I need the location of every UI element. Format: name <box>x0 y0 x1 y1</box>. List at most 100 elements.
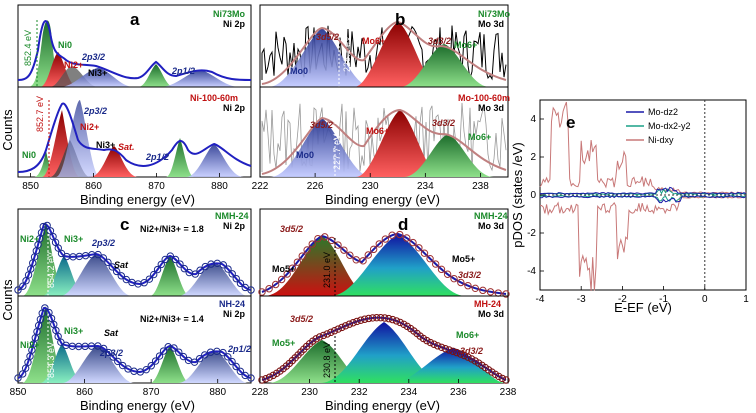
d-top-spectrum: Mo 3d <box>478 221 504 231</box>
b-top-sample: Ni73Mo <box>478 9 511 19</box>
x-tick-label: 226 <box>307 181 324 192</box>
data-point <box>191 270 199 278</box>
x-tick-label: 222 <box>252 181 269 192</box>
data-point <box>155 352 164 360</box>
b-bot-be-annotation: 227.7 eV <box>332 134 342 170</box>
data-point <box>39 222 47 231</box>
x-tick-label: -2 <box>618 294 627 305</box>
a-top-ni3: Ni3+ <box>88 68 107 78</box>
data-point <box>298 252 306 260</box>
data-point <box>323 330 331 338</box>
data-point <box>437 265 446 274</box>
data-point <box>195 354 204 363</box>
counts-label-cd: Counts <box>0 279 15 321</box>
data-point <box>471 284 480 293</box>
panel-c: 854.2 eV c Ni2+/Ni3+ = 1.8 NMH-24 Ni 2p … <box>10 208 255 413</box>
data-point <box>420 249 429 257</box>
data-point <box>14 286 22 294</box>
data-point <box>247 374 255 382</box>
data-point <box>99 344 108 353</box>
data-point <box>258 288 266 296</box>
b-bot-sample: Mo-100-60m <box>458 93 510 103</box>
data-point <box>247 286 255 294</box>
x-tick-label: 238 <box>500 387 517 398</box>
legend-ni-dxy: Ni-dxy <box>648 135 674 145</box>
y-tick-label: 0 <box>530 190 536 201</box>
data-point <box>359 257 367 265</box>
data-point <box>236 279 245 288</box>
data-point <box>495 372 503 381</box>
2p12-sat-peak <box>178 262 248 296</box>
panel-b-label: b <box>395 10 405 29</box>
data-point <box>104 258 112 267</box>
mo6-3d52-peak <box>354 22 440 87</box>
data-point <box>159 347 168 355</box>
a-top-2p12: 2p1/2 <box>171 66 195 76</box>
data-point <box>441 344 450 353</box>
data-point <box>314 234 322 243</box>
data-point <box>117 272 125 280</box>
data-point <box>171 255 180 264</box>
d-bot-sample: MH-24 <box>474 299 501 309</box>
b-bot-spectrum: Mo 3d <box>478 103 504 113</box>
b-bot-3d32: 3d3/2 <box>432 118 455 128</box>
data-point <box>498 374 506 383</box>
panel-a-bottom-peaks <box>17 100 252 177</box>
data-point <box>94 250 102 259</box>
data-point <box>228 357 236 366</box>
data-point <box>388 231 396 239</box>
c-bot-ni3: Ni3+ <box>64 326 83 336</box>
data-point <box>369 245 378 254</box>
envelope-line <box>17 102 252 173</box>
c-bot-ni2: Ni2+ <box>20 340 39 350</box>
envelope-line <box>17 19 252 81</box>
panel-d-x-ticks: 228 230 232 234 236 238 <box>252 379 517 398</box>
panel-e-ylabel: pDOS (states /eV) <box>510 142 525 247</box>
data-points <box>258 313 510 384</box>
data-point <box>142 365 150 374</box>
data-point <box>228 270 236 278</box>
data-point <box>430 340 438 348</box>
data-point <box>457 278 465 287</box>
d-bot-3d52: 3d5/2 <box>290 314 313 324</box>
data-point <box>502 290 510 298</box>
data-point <box>341 322 350 330</box>
sat-peak <box>60 254 132 296</box>
ni0-peak <box>28 20 66 87</box>
data-point <box>467 355 476 363</box>
data-point <box>108 263 116 271</box>
c-bot-spectrum: Ni 2p <box>223 309 246 319</box>
x-tick-label: 880 <box>209 387 226 398</box>
x-tick-label: 232 <box>351 387 368 398</box>
data-point <box>381 235 390 243</box>
b-top-be-annotation: 228.1 eV <box>342 36 352 72</box>
data-point <box>353 317 361 326</box>
data-point <box>196 266 204 274</box>
ni3-peak <box>40 344 84 383</box>
d-top-mo5-2: Mo5+ <box>452 254 475 264</box>
a-top-ni0: Ni0 <box>58 40 72 50</box>
data-point <box>464 282 472 290</box>
x-tick-label: 230 <box>301 387 318 398</box>
c-top-ratio: Ni2+/Ni3+ = 1.8 <box>140 224 204 234</box>
b-top-mo6-2: Mo6+ <box>454 40 477 50</box>
a-bot-ni0: Ni0 <box>22 150 36 160</box>
x-tick-label: 230 <box>362 181 379 192</box>
x-tick-label: 880 <box>211 181 228 192</box>
y-tick-label: -2 <box>527 228 536 239</box>
data-point <box>334 325 342 333</box>
data-points <box>14 304 255 382</box>
c-top-ni3: Ni3+ <box>64 234 83 244</box>
data-point <box>360 315 369 323</box>
data-point <box>151 357 160 365</box>
a-bot-ni3: Ni3+ <box>96 140 115 150</box>
2p12-peak <box>150 256 190 296</box>
sat-peak <box>90 146 138 177</box>
data-point <box>357 316 365 324</box>
data-point <box>364 314 373 323</box>
data-point <box>426 254 434 263</box>
data-point <box>19 282 27 290</box>
data-point <box>486 288 495 296</box>
mo5-3d52-peak <box>264 236 372 296</box>
data-point <box>381 314 389 322</box>
